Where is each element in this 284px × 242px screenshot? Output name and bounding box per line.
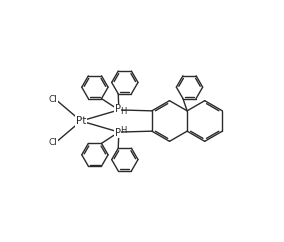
Text: Cl: Cl	[48, 95, 57, 104]
Text: H: H	[120, 126, 126, 135]
Text: Pt: Pt	[76, 116, 86, 126]
Text: Cl: Cl	[48, 138, 57, 147]
Text: P: P	[115, 128, 121, 138]
Text: H: H	[120, 107, 126, 116]
Text: P: P	[115, 104, 121, 114]
